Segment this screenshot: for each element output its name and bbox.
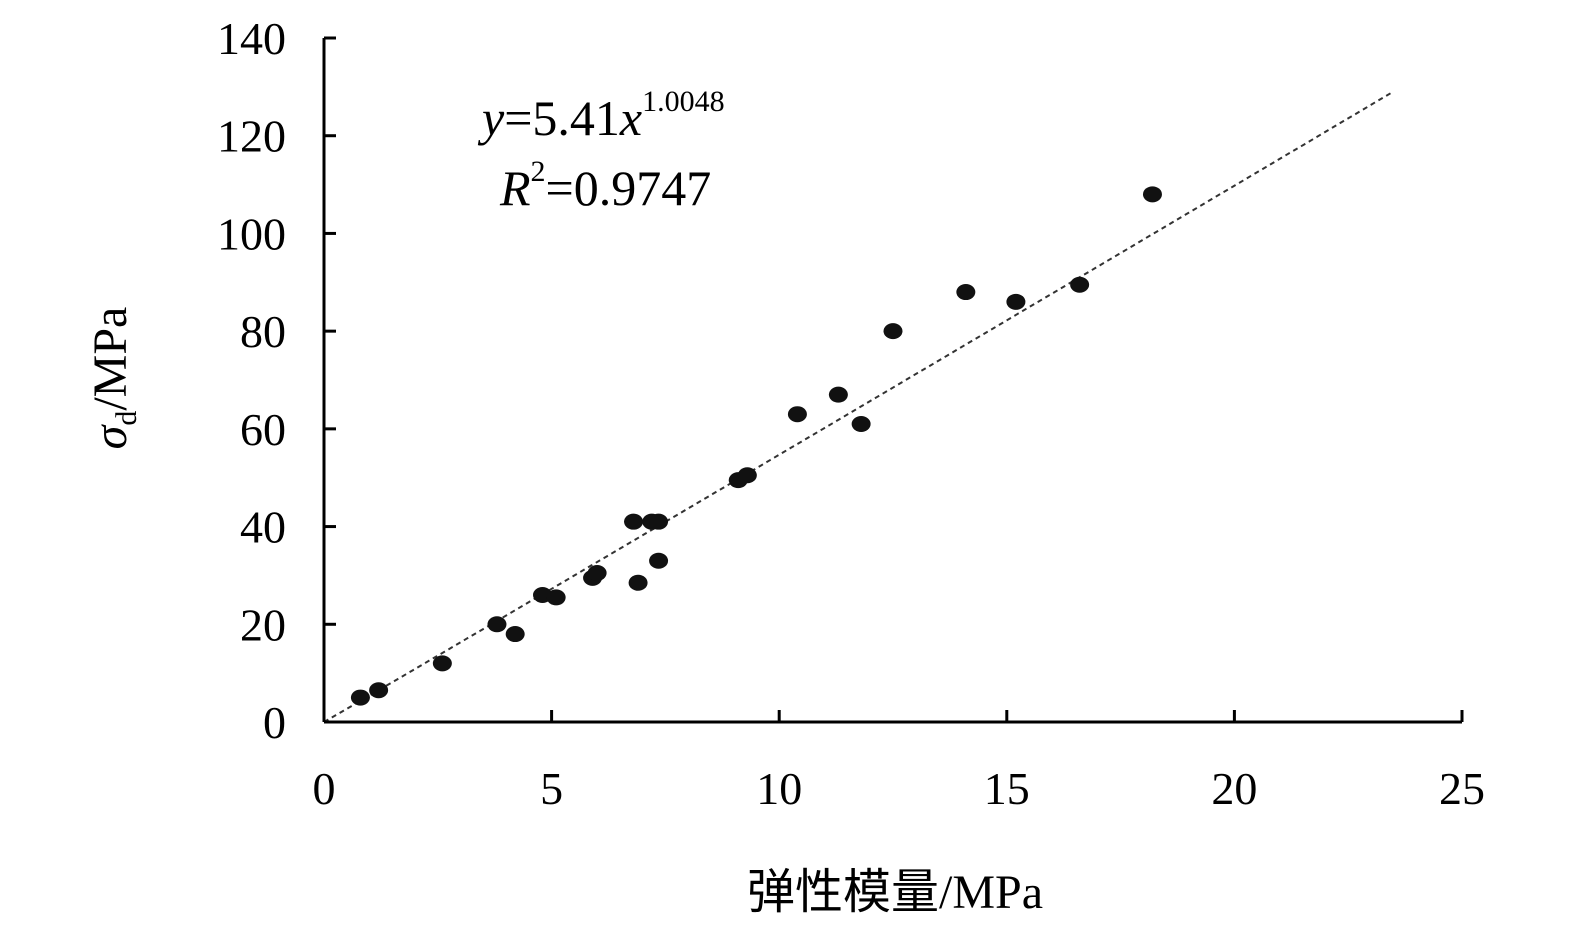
data-point: [350, 689, 370, 706]
data-point: [628, 574, 648, 591]
data-point: [1070, 276, 1090, 293]
fit-curve: [323, 90, 1395, 723]
data-point: [505, 626, 525, 643]
data-point: [649, 552, 669, 569]
data-point: [432, 655, 452, 672]
r-squared-superscript: 2: [531, 155, 546, 188]
data-point: [587, 564, 607, 581]
data-point: [737, 467, 757, 484]
axes: [322, 38, 1462, 724]
data-point: [787, 406, 807, 423]
y-axis-title: σd/MPa: [84, 307, 143, 450]
r-squared-symbol: R: [499, 160, 531, 216]
data-point: [624, 513, 644, 530]
fit-equation-x: x: [619, 90, 642, 146]
y-axis-title-symbol: σ: [84, 423, 137, 449]
x-tick-label: 25: [1439, 763, 1485, 814]
data-point: [851, 415, 871, 432]
y-tick-label: 120: [217, 111, 286, 162]
fit-equation-coef: =5.41: [504, 90, 620, 146]
r-squared: R2=0.9747: [499, 155, 711, 216]
r-squared-value: =0.9747: [546, 160, 712, 216]
y-tick-label: 20: [240, 599, 286, 650]
fit-curve-layer: [323, 90, 1395, 723]
y-tick-label: 40: [240, 502, 286, 553]
x-axis-ticks: 0 5 10 15 20 25: [313, 710, 1485, 814]
fit-equation-exponent: 1.0048: [642, 85, 725, 118]
fit-equation-y: y: [477, 90, 505, 146]
y-tick-label: 100: [217, 208, 286, 259]
y-axis-title-subscript: d: [110, 411, 143, 426]
x-tick-label: 20: [1211, 763, 1257, 814]
fit-equation: y=5.41x1.0048: [477, 85, 725, 146]
y-tick-label: 140: [217, 13, 286, 64]
data-point: [1006, 293, 1026, 310]
x-axis-title: 弹性模量/MPa: [747, 866, 1043, 919]
x-tick-label: 5: [540, 763, 563, 814]
x-tick-label: 15: [984, 763, 1030, 814]
data-point: [649, 513, 669, 530]
y-axis-ticks: 0 20 40 60 80 100 120 140: [217, 13, 336, 748]
data-point: [1142, 186, 1162, 203]
x-tick-label: 0: [313, 763, 336, 814]
x-tick-label: 10: [756, 763, 802, 814]
y-axis-title-unit: /MPa: [84, 307, 137, 411]
data-point: [369, 682, 389, 699]
data-point: [956, 284, 976, 301]
y-tick-label: 0: [263, 697, 286, 748]
data-point: [883, 323, 903, 340]
data-point: [828, 386, 848, 403]
data-point: [546, 589, 566, 606]
y-tick-label: 80: [240, 306, 286, 357]
y-tick-label: 60: [240, 404, 286, 455]
data-points-layer: [350, 186, 1162, 706]
data-point: [487, 616, 507, 633]
